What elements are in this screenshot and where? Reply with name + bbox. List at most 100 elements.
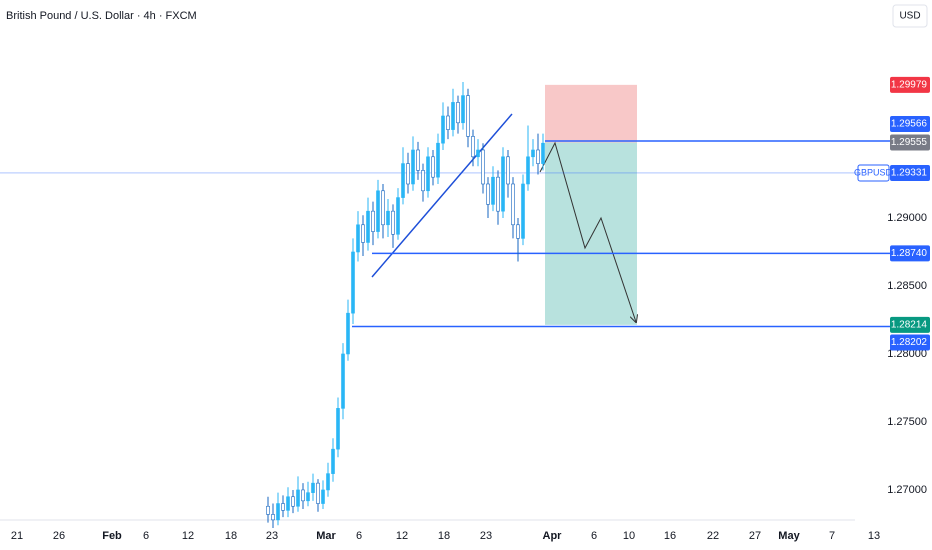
price-label: 1.29555 — [891, 137, 928, 148]
x-tick-label: 18 — [438, 530, 450, 542]
candle-body — [411, 149, 415, 185]
x-tick-label: May — [778, 530, 800, 542]
y-tick-label: 1.28500 — [887, 280, 927, 292]
price-label-box — [890, 245, 930, 262]
candle-body — [541, 142, 545, 164]
candle-body — [271, 514, 275, 521]
candle-body — [446, 115, 450, 130]
chart-title: British Pound / U.S. Dollar · 4h · FXCM — [6, 10, 197, 22]
x-tick-label: 23 — [266, 530, 278, 542]
candle-body — [491, 176, 495, 205]
x-tick-label: 18 — [225, 530, 237, 542]
x-tick-label: 22 — [707, 530, 719, 542]
candle-body — [536, 149, 540, 164]
candle-body — [441, 115, 445, 144]
candle-body — [531, 149, 535, 158]
candle-body — [286, 496, 290, 511]
x-tick-label: 26 — [53, 530, 65, 542]
candle-body — [406, 163, 410, 185]
price-label: 1.28740 — [891, 248, 928, 259]
candle-body — [276, 503, 280, 521]
candle-body — [421, 170, 425, 192]
x-tick-label: 6 — [143, 530, 149, 542]
symbol-label-box — [857, 164, 890, 182]
x-tick-label: 13 — [868, 530, 880, 542]
price-label: 1.29331 — [891, 168, 928, 179]
candle-body — [266, 505, 270, 515]
price-label: 1.29566 — [891, 119, 928, 130]
candle-body — [311, 482, 315, 493]
candle-body — [476, 149, 480, 158]
candle-body — [301, 489, 305, 502]
candle-body — [426, 156, 430, 192]
price-label-box — [890, 134, 930, 151]
candle-body — [431, 156, 435, 178]
currency-box[interactable] — [892, 4, 928, 28]
candle-body — [436, 142, 440, 178]
candle-body — [371, 210, 375, 232]
candle-body — [291, 496, 295, 507]
x-tick-label: 12 — [396, 530, 408, 542]
candle-body — [396, 197, 400, 235]
y-tick-label: 1.29000 — [887, 212, 927, 224]
candle-body — [386, 210, 390, 226]
price-label-box — [890, 164, 930, 181]
x-tick-label: Feb — [102, 530, 122, 542]
y-tick-label: 1.28000 — [887, 348, 927, 360]
currency[interactable]: USD — [899, 11, 920, 22]
candle-body — [376, 190, 380, 232]
candle-body — [351, 251, 355, 314]
candle-body — [486, 183, 490, 205]
candle-body — [481, 149, 485, 185]
candle-body — [401, 163, 405, 198]
candle-body — [521, 183, 525, 239]
x-tick-label: Mar — [316, 530, 336, 542]
candle-body — [341, 353, 345, 409]
candle-body — [466, 95, 470, 137]
symbol-label: GBPUSD — [854, 167, 893, 177]
x-tick-label: 23 — [480, 530, 492, 542]
price-label-box — [890, 116, 930, 133]
candle-body — [326, 473, 330, 491]
x-tick-label: 21 — [11, 530, 23, 542]
candle-body — [516, 224, 520, 239]
candle-body — [496, 176, 500, 212]
candle-body — [511, 183, 515, 226]
candle-body — [281, 503, 285, 511]
candle-body — [356, 224, 360, 253]
x-tick-label: 6 — [356, 530, 362, 542]
candle-body — [346, 312, 350, 355]
candle-body — [321, 489, 325, 504]
candle-body — [316, 482, 320, 504]
x-tick-label: 10 — [623, 530, 635, 542]
x-tick-label: Apr — [543, 530, 563, 542]
target-zone — [545, 142, 637, 325]
candle-body — [461, 95, 465, 124]
y-tick-label: 1.27500 — [887, 416, 927, 428]
trendline — [371, 113, 513, 278]
candle-body — [526, 156, 530, 185]
candle-body — [451, 102, 455, 130]
x-tick-label: 27 — [749, 530, 761, 542]
candle-body — [456, 102, 460, 124]
price-label-box — [890, 76, 930, 93]
candle-body — [416, 149, 420, 171]
background-layer — [545, 84, 637, 325]
candle-body — [296, 489, 300, 507]
x-tick-label: 12 — [182, 530, 194, 542]
price-label: 1.28214 — [891, 320, 928, 331]
candle-body — [306, 492, 310, 502]
price-label: 1.29979 — [891, 79, 928, 90]
price-label-box — [890, 316, 930, 333]
price-label-box — [890, 334, 930, 351]
candle-body — [366, 210, 370, 243]
candle-body — [361, 224, 365, 243]
candle-body — [471, 136, 475, 158]
stop-zone — [545, 84, 637, 143]
y-tick-label: 1.27000 — [887, 484, 927, 496]
x-tick-label: 7 — [829, 530, 835, 542]
x-tick-label: 16 — [664, 530, 676, 542]
candle-body — [391, 210, 395, 235]
